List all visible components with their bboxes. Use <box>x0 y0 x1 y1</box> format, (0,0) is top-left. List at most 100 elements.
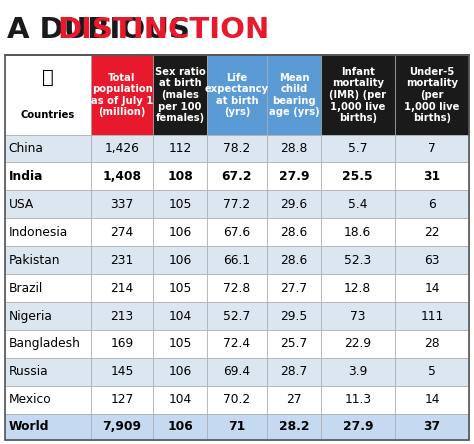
Bar <box>91 218 154 246</box>
Bar <box>395 302 469 330</box>
Text: 69.4: 69.4 <box>223 365 251 378</box>
Text: Infant
mortality
(IMR) (per
1,000 live
births): Infant mortality (IMR) (per 1,000 live b… <box>329 67 386 123</box>
Text: Total
population
as of July 1
(million): Total population as of July 1 (million) <box>91 73 153 117</box>
Text: 72.4: 72.4 <box>223 337 251 350</box>
Text: Nigeria: Nigeria <box>9 309 53 322</box>
Text: 104: 104 <box>168 393 191 406</box>
Text: 127: 127 <box>110 393 134 406</box>
Bar <box>207 163 267 190</box>
Text: Sex ratio
at birth
(males
per 100
females): Sex ratio at birth (males per 100 female… <box>155 67 205 123</box>
Bar <box>267 414 320 440</box>
Bar <box>5 246 91 274</box>
Bar <box>267 218 320 246</box>
Text: 70.2: 70.2 <box>223 393 251 406</box>
Bar <box>267 56 320 135</box>
Text: 67.2: 67.2 <box>222 170 252 183</box>
Bar <box>320 330 395 358</box>
Bar <box>395 414 469 440</box>
Bar <box>154 358 207 386</box>
Bar <box>395 218 469 246</box>
Text: 1,426: 1,426 <box>105 142 139 155</box>
Bar <box>91 135 154 163</box>
Text: 27.9: 27.9 <box>343 420 373 433</box>
Bar <box>5 330 91 358</box>
Text: 274: 274 <box>110 226 134 239</box>
Text: Russia: Russia <box>9 365 48 378</box>
Bar <box>5 414 91 440</box>
Text: 5.4: 5.4 <box>348 198 367 211</box>
Text: 22.9: 22.9 <box>344 337 371 350</box>
Bar <box>320 386 395 414</box>
Text: World: World <box>9 420 49 433</box>
Text: 31: 31 <box>424 170 441 183</box>
Text: 25.5: 25.5 <box>342 170 373 183</box>
Text: 108: 108 <box>167 170 193 183</box>
Bar <box>320 135 395 163</box>
Bar <box>320 302 395 330</box>
Bar <box>154 218 207 246</box>
Bar <box>267 330 320 358</box>
Bar <box>395 274 469 302</box>
Text: USA: USA <box>9 198 34 211</box>
Bar <box>320 274 395 302</box>
Bar <box>320 163 395 190</box>
Bar <box>320 218 395 246</box>
Bar <box>207 56 267 135</box>
Bar <box>207 246 267 274</box>
Bar <box>91 190 154 218</box>
Bar <box>267 135 320 163</box>
Bar <box>320 358 395 386</box>
Text: Life
expectancy
at birth
(yrs): Life expectancy at birth (yrs) <box>205 73 269 117</box>
Text: 106: 106 <box>168 254 191 267</box>
Bar <box>5 135 91 163</box>
Bar <box>207 274 267 302</box>
Text: Under-5
mortality
(per
1,000 live
births): Under-5 mortality (per 1,000 live births… <box>404 67 460 123</box>
Text: 7: 7 <box>428 142 436 155</box>
Bar <box>154 163 207 190</box>
Text: A DUBIOUS: A DUBIOUS <box>7 16 200 44</box>
Text: Pakistan: Pakistan <box>9 254 60 267</box>
Bar <box>154 274 207 302</box>
Bar <box>320 414 395 440</box>
Bar <box>91 163 154 190</box>
Text: 106: 106 <box>168 365 191 378</box>
Text: 7,909: 7,909 <box>102 420 142 433</box>
Text: 213: 213 <box>110 309 134 322</box>
Bar <box>154 246 207 274</box>
Bar <box>267 190 320 218</box>
Text: 28.8: 28.8 <box>280 142 308 155</box>
Text: Indonesia: Indonesia <box>9 226 68 239</box>
Text: 111: 111 <box>420 309 444 322</box>
Text: 231: 231 <box>110 254 134 267</box>
Bar <box>207 218 267 246</box>
Text: 77.2: 77.2 <box>223 198 251 211</box>
Bar <box>154 386 207 414</box>
Text: 37: 37 <box>424 420 441 433</box>
Text: 18.6: 18.6 <box>344 226 372 239</box>
Bar <box>207 358 267 386</box>
Bar <box>267 274 320 302</box>
Text: 28.7: 28.7 <box>280 365 308 378</box>
Bar <box>5 274 91 302</box>
Text: 106: 106 <box>167 420 193 433</box>
Bar <box>395 190 469 218</box>
Text: 5: 5 <box>428 365 436 378</box>
Text: 12.8: 12.8 <box>344 281 372 295</box>
Bar <box>267 358 320 386</box>
Bar <box>5 386 91 414</box>
Bar <box>267 246 320 274</box>
Bar <box>154 190 207 218</box>
Text: 28.6: 28.6 <box>280 226 308 239</box>
Text: 27: 27 <box>286 393 301 406</box>
Bar <box>5 163 91 190</box>
Text: 22: 22 <box>424 226 440 239</box>
Text: 169: 169 <box>110 337 134 350</box>
Text: 106: 106 <box>168 226 191 239</box>
Bar <box>395 56 469 135</box>
Bar <box>154 56 207 135</box>
Text: China: China <box>9 142 44 155</box>
Text: 25.7: 25.7 <box>280 337 308 350</box>
Text: 105: 105 <box>168 337 192 350</box>
Text: 67.6: 67.6 <box>223 226 251 239</box>
Text: 11.3: 11.3 <box>344 393 371 406</box>
